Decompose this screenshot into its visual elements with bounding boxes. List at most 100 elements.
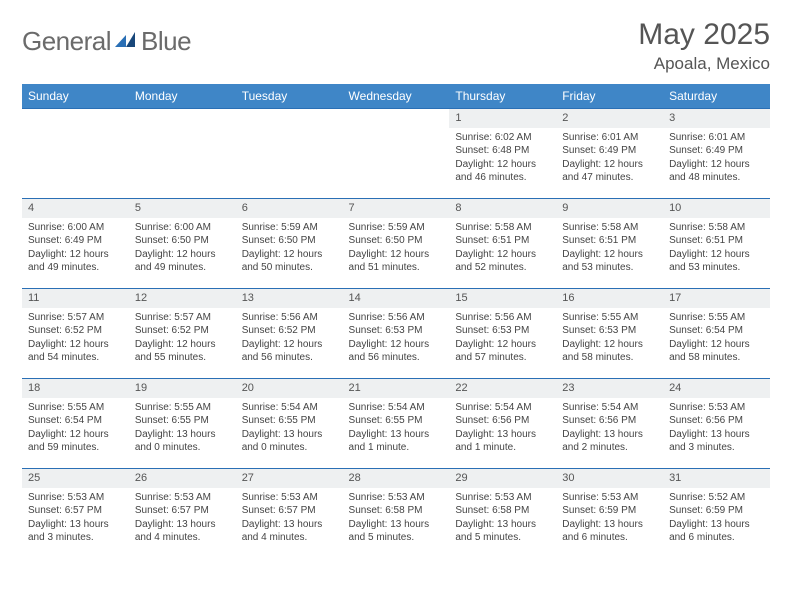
- header: General Blue May 2025 Apoala, Mexico: [22, 18, 770, 74]
- calendar-cell: 24Sunrise: 5:53 AMSunset: 6:56 PMDayligh…: [663, 379, 770, 469]
- month-title: May 2025: [638, 18, 770, 52]
- daylight-text: Daylight: 12 hours: [455, 338, 550, 352]
- daylight-text: and 46 minutes.: [455, 171, 550, 185]
- sunset-text: Sunset: 6:56 PM: [669, 414, 764, 428]
- sunrise-text: Sunrise: 5:59 AM: [242, 221, 337, 235]
- daylight-text: Daylight: 13 hours: [349, 428, 444, 442]
- daylight-text: Daylight: 12 hours: [28, 248, 123, 262]
- calendar-cell: 19Sunrise: 5:55 AMSunset: 6:55 PMDayligh…: [129, 379, 236, 469]
- day-header: Wednesday: [343, 84, 450, 109]
- daylight-text: and 57 minutes.: [455, 351, 550, 365]
- sunrise-text: Sunrise: 6:00 AM: [28, 221, 123, 235]
- day-number: 31: [663, 469, 770, 488]
- daylight-text: Daylight: 13 hours: [135, 428, 230, 442]
- day-number: 6: [236, 199, 343, 218]
- location-label: Apoala, Mexico: [638, 54, 770, 74]
- daylight-text: and 0 minutes.: [135, 441, 230, 455]
- sunset-text: Sunset: 6:51 PM: [669, 234, 764, 248]
- calendar-cell: 23Sunrise: 5:54 AMSunset: 6:56 PMDayligh…: [556, 379, 663, 469]
- day-header: Friday: [556, 84, 663, 109]
- daylight-text: Daylight: 13 hours: [562, 518, 657, 532]
- daylight-text: Daylight: 13 hours: [455, 428, 550, 442]
- daylight-text: Daylight: 12 hours: [562, 158, 657, 172]
- daylight-text: and 3 minutes.: [28, 531, 123, 545]
- daylight-text: and 58 minutes.: [669, 351, 764, 365]
- daylight-text: Daylight: 13 hours: [242, 428, 337, 442]
- daylight-text: and 48 minutes.: [669, 171, 764, 185]
- calendar-cell: 3Sunrise: 6:01 AMSunset: 6:49 PMDaylight…: [663, 109, 770, 199]
- daylight-text: and 4 minutes.: [135, 531, 230, 545]
- sunset-text: Sunset: 6:55 PM: [135, 414, 230, 428]
- calendar-body: ....1Sunrise: 6:02 AMSunset: 6:48 PMDayl…: [22, 109, 770, 559]
- sunset-text: Sunset: 6:52 PM: [135, 324, 230, 338]
- day-header: Sunday: [22, 84, 129, 109]
- daylight-text: and 59 minutes.: [28, 441, 123, 455]
- day-header: Saturday: [663, 84, 770, 109]
- daylight-text: Daylight: 13 hours: [455, 518, 550, 532]
- daylight-text: Daylight: 12 hours: [135, 338, 230, 352]
- calendar-cell: 28Sunrise: 5:53 AMSunset: 6:58 PMDayligh…: [343, 469, 450, 559]
- day-header: Monday: [129, 84, 236, 109]
- calendar-cell: 20Sunrise: 5:54 AMSunset: 6:55 PMDayligh…: [236, 379, 343, 469]
- day-number: 17: [663, 289, 770, 308]
- daylight-text: and 50 minutes.: [242, 261, 337, 275]
- sunset-text: Sunset: 6:50 PM: [349, 234, 444, 248]
- sunrise-text: Sunrise: 5:53 AM: [28, 491, 123, 505]
- day-number: 19: [129, 379, 236, 398]
- sunrise-text: Sunrise: 6:01 AM: [562, 131, 657, 145]
- sunset-text: Sunset: 6:50 PM: [242, 234, 337, 248]
- calendar-cell: 30Sunrise: 5:53 AMSunset: 6:59 PMDayligh…: [556, 469, 663, 559]
- sunset-text: Sunset: 6:57 PM: [135, 504, 230, 518]
- sunrise-text: Sunrise: 5:59 AM: [349, 221, 444, 235]
- day-number: 12: [129, 289, 236, 308]
- daylight-text: and 4 minutes.: [242, 531, 337, 545]
- calendar-cell: .: [236, 109, 343, 199]
- daylight-text: Daylight: 12 hours: [669, 338, 764, 352]
- sunset-text: Sunset: 6:54 PM: [28, 414, 123, 428]
- sunset-text: Sunset: 6:55 PM: [349, 414, 444, 428]
- calendar-cell: 4Sunrise: 6:00 AMSunset: 6:49 PMDaylight…: [22, 199, 129, 289]
- calendar-cell: 17Sunrise: 5:55 AMSunset: 6:54 PMDayligh…: [663, 289, 770, 379]
- sunset-text: Sunset: 6:51 PM: [562, 234, 657, 248]
- daylight-text: and 56 minutes.: [242, 351, 337, 365]
- sunrise-text: Sunrise: 5:53 AM: [562, 491, 657, 505]
- calendar-cell: 10Sunrise: 5:58 AMSunset: 6:51 PMDayligh…: [663, 199, 770, 289]
- daylight-text: Daylight: 12 hours: [562, 338, 657, 352]
- calendar-cell: .: [129, 109, 236, 199]
- sunset-text: Sunset: 6:52 PM: [242, 324, 337, 338]
- sunrise-text: Sunrise: 5:53 AM: [135, 491, 230, 505]
- daylight-text: and 49 minutes.: [135, 261, 230, 275]
- calendar-cell: 25Sunrise: 5:53 AMSunset: 6:57 PMDayligh…: [22, 469, 129, 559]
- sunset-text: Sunset: 6:59 PM: [669, 504, 764, 518]
- sunset-text: Sunset: 6:56 PM: [455, 414, 550, 428]
- brand-text-blue: Blue: [141, 26, 191, 57]
- calendar-cell: 14Sunrise: 5:56 AMSunset: 6:53 PMDayligh…: [343, 289, 450, 379]
- sunset-text: Sunset: 6:51 PM: [455, 234, 550, 248]
- daylight-text: Daylight: 12 hours: [669, 158, 764, 172]
- day-number: 26: [129, 469, 236, 488]
- day-number: 4: [22, 199, 129, 218]
- calendar-cell: 12Sunrise: 5:57 AMSunset: 6:52 PMDayligh…: [129, 289, 236, 379]
- daylight-text: and 47 minutes.: [562, 171, 657, 185]
- calendar-cell: 26Sunrise: 5:53 AMSunset: 6:57 PMDayligh…: [129, 469, 236, 559]
- day-number: 28: [343, 469, 450, 488]
- sunrise-text: Sunrise: 6:01 AM: [669, 131, 764, 145]
- sunrise-text: Sunrise: 5:58 AM: [669, 221, 764, 235]
- sunset-text: Sunset: 6:55 PM: [242, 414, 337, 428]
- day-number: 18: [22, 379, 129, 398]
- calendar-cell: 13Sunrise: 5:56 AMSunset: 6:52 PMDayligh…: [236, 289, 343, 379]
- sunrise-text: Sunrise: 5:53 AM: [455, 491, 550, 505]
- brand-mark-icon: [115, 29, 137, 54]
- sunset-text: Sunset: 6:50 PM: [135, 234, 230, 248]
- calendar-cell: 5Sunrise: 6:00 AMSunset: 6:50 PMDaylight…: [129, 199, 236, 289]
- calendar-header-row: SundayMondayTuesdayWednesdayThursdayFrid…: [22, 84, 770, 109]
- calendar-cell: 21Sunrise: 5:54 AMSunset: 6:55 PMDayligh…: [343, 379, 450, 469]
- calendar-cell: 22Sunrise: 5:54 AMSunset: 6:56 PMDayligh…: [449, 379, 556, 469]
- sunrise-text: Sunrise: 5:58 AM: [562, 221, 657, 235]
- sunrise-text: Sunrise: 5:56 AM: [455, 311, 550, 325]
- daylight-text: and 53 minutes.: [669, 261, 764, 275]
- sunrise-text: Sunrise: 5:55 AM: [562, 311, 657, 325]
- day-number: 24: [663, 379, 770, 398]
- sunrise-text: Sunrise: 6:00 AM: [135, 221, 230, 235]
- title-block: May 2025 Apoala, Mexico: [638, 18, 770, 74]
